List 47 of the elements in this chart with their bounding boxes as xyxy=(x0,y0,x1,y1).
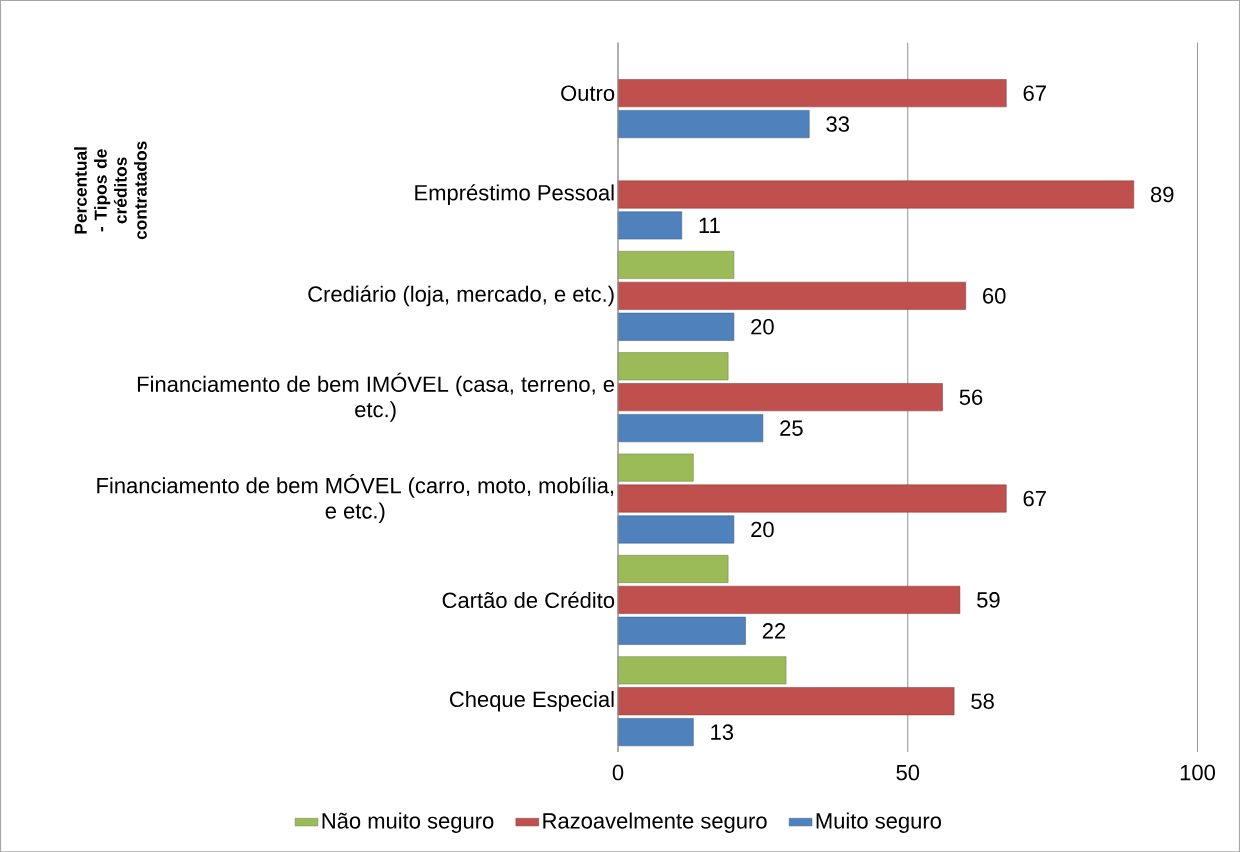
data-label: 20 xyxy=(751,521,774,538)
data-label: 56 xyxy=(959,389,983,405)
bar xyxy=(617,281,966,310)
bar xyxy=(617,687,955,716)
data-label: 22 xyxy=(762,622,786,639)
y-tick-label: Crediário (loja, mercado, e etc.) xyxy=(308,285,614,307)
bar xyxy=(617,352,729,381)
data-label: 59 xyxy=(977,591,1000,608)
data-label: 13 xyxy=(711,724,734,740)
bar xyxy=(617,211,683,240)
bar xyxy=(617,180,1135,209)
y-tick-label: Empréstimo Pessoal xyxy=(415,183,614,205)
bar xyxy=(617,616,746,645)
x-tick-label: 50 xyxy=(896,764,920,781)
bar xyxy=(617,250,735,279)
data-label: 25 xyxy=(780,420,803,436)
bar xyxy=(617,484,1007,513)
y-tick-label: Cartão de Crédito xyxy=(442,591,615,608)
data-label: 33 xyxy=(826,116,849,132)
y-axis-title: Percentual - Tipos de créditos contratados xyxy=(74,141,147,240)
bar xyxy=(617,453,694,482)
legend-label: Não muito seguro xyxy=(322,812,494,833)
bar xyxy=(617,656,787,685)
data-label: 60 xyxy=(983,287,1006,304)
legend-label: Muito seguro xyxy=(816,812,941,833)
bar xyxy=(617,554,729,583)
data-label: 11 xyxy=(699,217,720,233)
bar xyxy=(617,109,810,138)
bar xyxy=(617,312,735,341)
bar xyxy=(617,413,764,442)
data-label: 89 xyxy=(1150,186,1174,203)
bar xyxy=(617,515,735,544)
bar xyxy=(617,383,943,411)
y-tick-label: Outro xyxy=(561,85,615,101)
data-label: 67 xyxy=(1023,85,1046,101)
bar xyxy=(617,585,961,614)
x-tick-label: 100 xyxy=(1180,764,1215,781)
data-label: 20 xyxy=(751,318,774,335)
bar xyxy=(617,79,1007,107)
y-tick-label: Financiamento de bem MÓVEL (carro, moto, mobília, e etc.) xyxy=(97,473,614,523)
y-tick-label: Financiamento de bem IMÓVEL (casa, terreno, e etc.) xyxy=(137,372,615,422)
data-label: 67 xyxy=(1023,490,1046,507)
y-tick-label: Cheque Especial xyxy=(449,690,614,712)
bar xyxy=(617,718,694,746)
data-label: 58 xyxy=(971,693,994,709)
x-tick-label: 0 xyxy=(612,764,624,781)
legend-label: Razoavelmente seguro xyxy=(543,812,767,833)
